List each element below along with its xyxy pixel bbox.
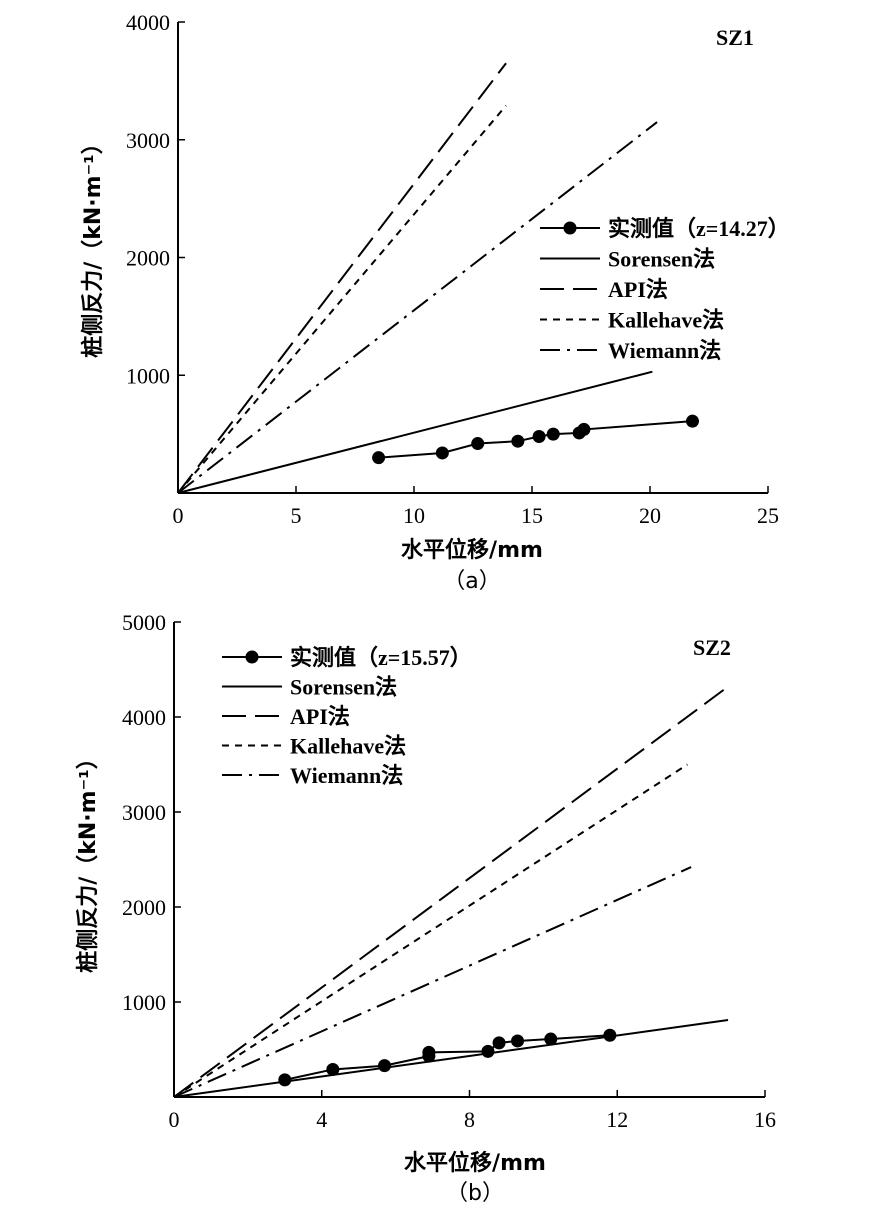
- legend-label-a-2: API法: [608, 277, 668, 302]
- x-tick-label-a: 20: [639, 503, 661, 528]
- x-tick-label-a: 25: [757, 503, 779, 528]
- x-axis-title-b: 水平位移/mm: [404, 1150, 546, 1176]
- data-point-b: [278, 1073, 292, 1087]
- y-axis-title-b: 桩侧反力/（kN·m⁻¹）: [75, 747, 101, 973]
- legend-label-b-2: API法: [290, 704, 350, 729]
- x-tick-label-a: 5: [291, 503, 302, 528]
- data-point-a: [435, 446, 449, 460]
- data-point-b: [492, 1036, 506, 1050]
- series-line-b-1: [173, 1019, 729, 1098]
- series-line-b-4: [173, 866, 692, 1098]
- y-tick-label-b: 2000: [122, 895, 166, 920]
- series-line-b-0: [284, 1034, 610, 1081]
- x-axis-title-a: 水平位移/mm: [401, 537, 543, 563]
- y-tick-label-b: 1000: [122, 990, 166, 1015]
- plot-area-b: 0 4 8 12 16 1000 2000 3000 4000 5000: [122, 610, 776, 1132]
- data-point-a: [546, 427, 560, 441]
- panel-label-b: SZ2: [693, 635, 731, 660]
- data-point-b: [603, 1028, 617, 1042]
- data-point-b: [422, 1045, 436, 1059]
- data-point-b: [544, 1032, 558, 1046]
- plot-area-a: 0 5 10 15 20 25 1000 2000 3000 4000: [126, 10, 779, 528]
- caption-a: （a）: [443, 569, 500, 594]
- legend-label-b-0: 实测值（z=15.57）: [290, 645, 472, 670]
- legend-marker-a: [563, 221, 577, 235]
- data-point-a: [511, 434, 525, 448]
- data-point-a: [532, 429, 546, 443]
- x-tick-label-b: 8: [464, 1107, 475, 1132]
- legend-label-b-4: Wiemann法: [290, 763, 403, 788]
- x-tick-label-b: 12: [606, 1107, 628, 1132]
- series-line-a-2: [177, 62, 507, 494]
- series-line-b-2: [173, 685, 729, 1098]
- data-point-b: [511, 1034, 525, 1048]
- y-tick-label-b: 5000: [122, 610, 166, 635]
- data-point-a: [471, 437, 485, 451]
- data-point-a: [577, 422, 591, 436]
- data-point-a: [685, 414, 699, 428]
- legend-label-b-3: Kallehave法: [290, 734, 406, 759]
- caption-b: （b）: [446, 1181, 504, 1206]
- y-tick-label-a: 3000: [126, 128, 170, 153]
- series-line-b-3: [173, 763, 688, 1098]
- data-point-b: [326, 1062, 340, 1076]
- y-tick-label-a: 2000: [126, 246, 170, 271]
- y-tick-label-b: 3000: [122, 800, 166, 825]
- legend-b: 实测值（z=15.57） Sorensen法 API法 Kallehave法 Wiema…: [222, 645, 472, 788]
- x-tick-label-b: 4: [316, 1107, 327, 1132]
- x-tick-label-a: 0: [173, 503, 184, 528]
- y-tick-label-a: 1000: [126, 363, 170, 388]
- x-tick-label-a: 15: [521, 503, 543, 528]
- legend-marker-b: [245, 650, 259, 664]
- x-tick-label-a: 10: [403, 503, 425, 528]
- chart-panel-a: 0 5 10 15 20 25 1000 2000 3000 4000 SZ1 水平位移/mm （…: [80, 10, 790, 594]
- x-tick-label-b: 16: [754, 1107, 776, 1132]
- legend-label-b-1: Sorensen法: [290, 675, 397, 700]
- series-line-a-4: [177, 121, 658, 494]
- y-tick-label-a: 4000: [126, 10, 170, 35]
- x-tick-label-b: 0: [169, 1107, 180, 1132]
- panel-label-a: SZ1: [716, 25, 754, 50]
- legend-label-a-0: 实测值（z=14.27）: [608, 216, 790, 241]
- y-axis-title-a: 桩侧反力/（kN·m⁻¹）: [80, 132, 106, 358]
- legend-a: 实测值（z=14.27） Sorensen法 API法 Kallehave法 Wiema…: [540, 216, 790, 363]
- legend-label-a-3: Kallehave法: [608, 308, 724, 333]
- series-line-a-3: [177, 104, 507, 494]
- series-line-a-1: [177, 370, 653, 494]
- data-point-b: [481, 1044, 495, 1058]
- legend-label-a-1: Sorensen法: [608, 247, 715, 272]
- data-point-a: [372, 451, 386, 465]
- y-tick-label-b: 4000: [122, 705, 166, 730]
- legend-label-a-4: Wiemann法: [608, 338, 721, 363]
- data-point-b: [378, 1059, 392, 1073]
